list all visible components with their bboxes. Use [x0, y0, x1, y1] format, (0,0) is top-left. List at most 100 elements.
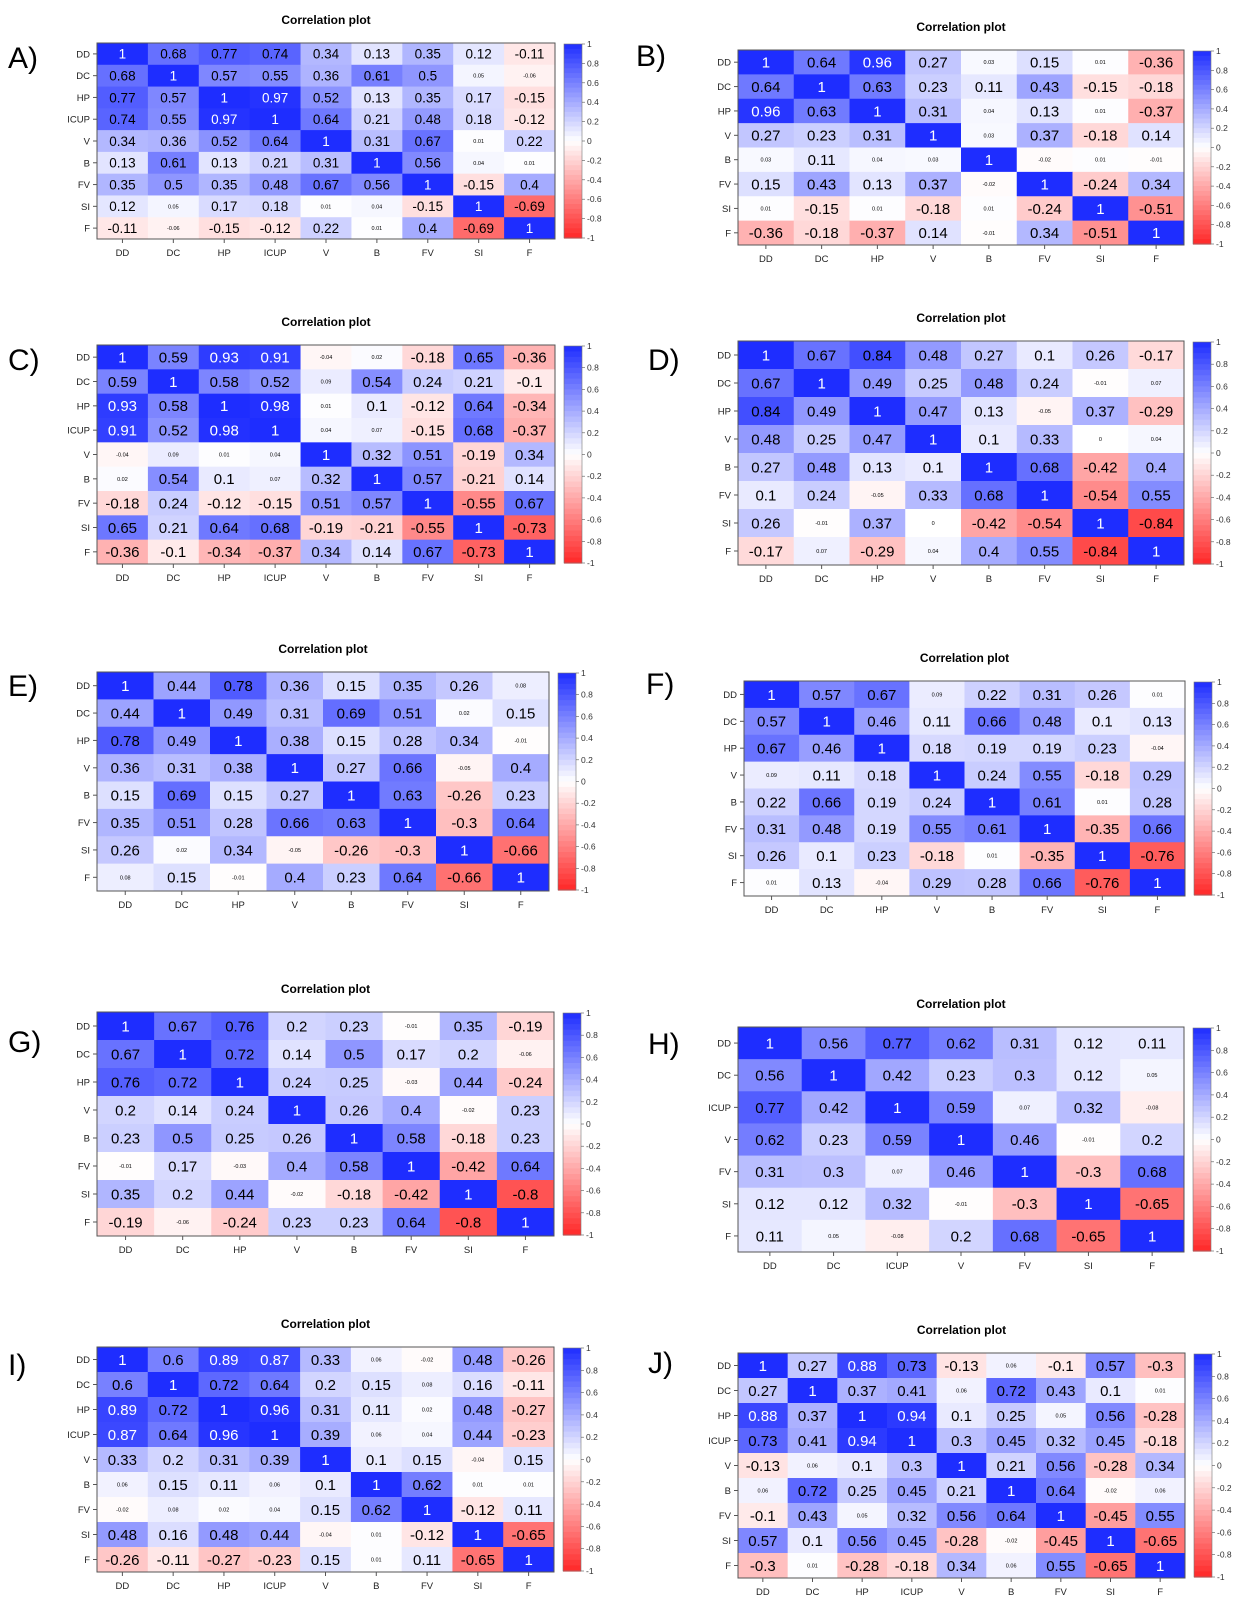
heatmap-cell [436, 863, 493, 892]
cell-value-label: 0.55 [1146, 1508, 1175, 1525]
cell-value-label: 0.49 [807, 403, 836, 420]
cell-value-label: -0.3 [1012, 1196, 1038, 1213]
heatmap-cell [905, 537, 962, 566]
heatmap-cell [961, 98, 1018, 124]
heatmap-cell [300, 1397, 352, 1423]
y-tick-label: V [725, 1135, 732, 1146]
heatmap-cell [801, 1059, 866, 1092]
heatmap-cell [1120, 1123, 1185, 1157]
cell-value-label: 0.18 [466, 112, 492, 127]
legend-swatch [1194, 1526, 1212, 1533]
cell-value-label: -0.02 [291, 1192, 304, 1198]
x-tick-label: B [989, 905, 995, 916]
legend-tick-label: 0.2 [1217, 762, 1229, 772]
heatmap-cell [1016, 98, 1073, 124]
heatmap-cell [266, 863, 324, 892]
heatmap-cell [1135, 1453, 1186, 1479]
cell-value-label: 0.6 [112, 1377, 133, 1394]
heatmap-cell [147, 442, 200, 468]
x-tick-label: F [1157, 1587, 1163, 1597]
cell-value-label: 0.01 [1095, 109, 1106, 115]
cell-value-label: 0.14 [282, 1046, 311, 1063]
legend-swatch [563, 1403, 581, 1410]
legend-swatch [1193, 190, 1211, 197]
heatmap-cell [1072, 341, 1129, 370]
cell-value-label: 1 [817, 79, 825, 96]
cell-value-label: 0.35 [211, 177, 237, 192]
heatmap-cell [1016, 537, 1073, 566]
cell-value-label: 0.4 [978, 543, 999, 560]
heatmap-cell [351, 108, 403, 131]
panel-letter: B) [636, 40, 666, 73]
heatmap-cell [249, 86, 302, 109]
heatmap-cell [905, 123, 962, 148]
legend-swatch [564, 351, 582, 358]
legend-swatch [1194, 745, 1212, 752]
legend-swatch [1194, 1465, 1212, 1472]
legend-tick-label: 0 [1217, 1461, 1222, 1471]
legend-swatch [1193, 1228, 1211, 1235]
legend-swatch [1193, 1078, 1211, 1085]
heatmap-cell [1085, 1403, 1136, 1429]
heatmap-cell [351, 418, 403, 443]
heatmap-cell [382, 1068, 441, 1097]
cell-value-label: 1 [347, 788, 355, 805]
legend-swatch [563, 1526, 581, 1533]
heatmap-cell [887, 1403, 938, 1429]
x-tick-label: ICUP [263, 1581, 286, 1592]
cell-value-label: 0.34 [1030, 225, 1059, 242]
heatmap-cell [300, 1422, 352, 1448]
cell-value-label: -0.51 [1083, 225, 1117, 242]
legend-tick-label: 0.8 [586, 1365, 598, 1375]
y-tick-label: HP [718, 407, 731, 418]
cell-value-label: 0.35 [393, 678, 422, 695]
legend-swatch [563, 1124, 581, 1131]
legend-swatch [564, 48, 582, 55]
heatmap-cell [402, 393, 454, 419]
cell-value-label: 0.69 [337, 705, 366, 722]
heatmap-cell [865, 1123, 930, 1157]
cell-value-label: 0.26 [282, 1130, 311, 1147]
heatmap-cell [453, 393, 505, 419]
heatmap-cell [854, 842, 910, 870]
legend-swatch [564, 208, 582, 215]
heatmap-cell [936, 1403, 987, 1429]
cell-value-label: 0.4 [284, 870, 305, 887]
cell-value-label: -0.36 [105, 544, 139, 561]
cell-value-label: 0.05 [857, 1514, 868, 1520]
x-tick-label: B [1008, 1587, 1014, 1597]
legend-swatch [1193, 1161, 1211, 1168]
heatmap-cell [402, 173, 454, 196]
cell-value-label: 0.15 [311, 1502, 340, 1519]
x-tick-label: B [374, 573, 380, 584]
heatmap-cell [837, 1503, 888, 1529]
cell-value-label: 0.24 [159, 496, 188, 513]
cell-value-label: 0.22 [516, 134, 542, 149]
legend-swatch [1194, 1554, 1212, 1561]
heatmap-cell [738, 1403, 789, 1429]
heatmap-cell [323, 726, 380, 755]
cell-value-label: 0.12 [1074, 1035, 1103, 1052]
legend-swatch [1194, 1420, 1212, 1428]
heatmap-cell [854, 707, 910, 736]
legend-swatch [1193, 1167, 1211, 1174]
heatmap-cell [300, 466, 352, 492]
cell-value-label: 0.72 [159, 1402, 188, 1419]
x-tick-label: B [986, 574, 992, 585]
heatmap-cell [854, 761, 910, 789]
heatmap-cell [738, 1155, 803, 1189]
legend-tick-label: -0.4 [586, 1499, 601, 1509]
heatmap-cell [1074, 681, 1131, 709]
legend-swatch [1193, 375, 1211, 382]
cell-value-label: -0.3 [1147, 1358, 1173, 1375]
cell-value-label: 0.4 [287, 1158, 308, 1175]
cell-value-label: -0.24 [1083, 176, 1117, 193]
heatmap-cell [744, 842, 800, 870]
cell-value-label: 0.97 [211, 112, 237, 127]
cell-value-label: 1 [521, 1214, 529, 1231]
legend-swatch [1193, 469, 1211, 476]
legend-tick-label: 1 [586, 1008, 591, 1018]
heatmap-cell [452, 1497, 504, 1523]
cell-value-label: 0.23 [807, 128, 836, 145]
heatmap-cell [452, 1347, 504, 1373]
